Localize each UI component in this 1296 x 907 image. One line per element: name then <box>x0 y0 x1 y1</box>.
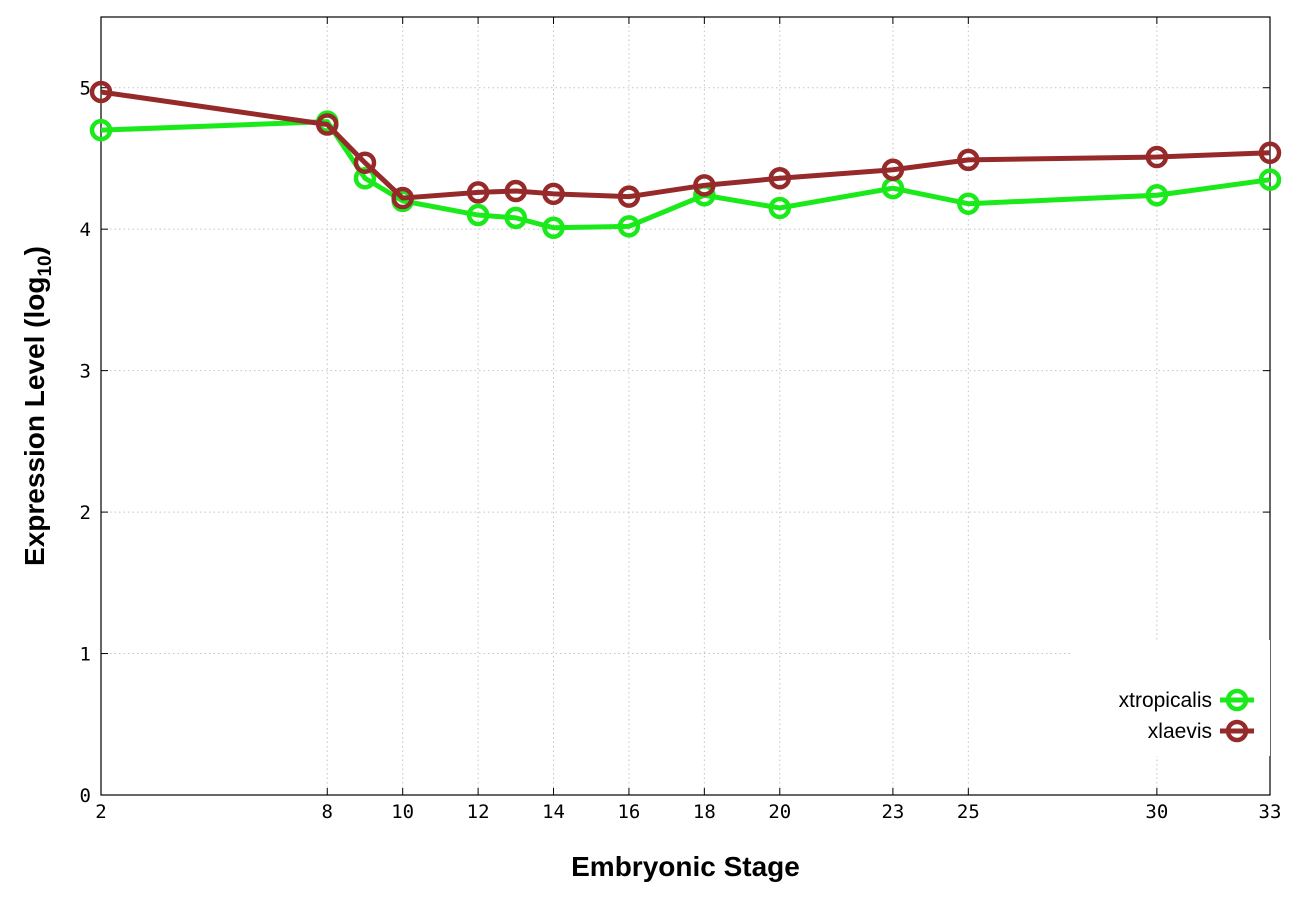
legend-marker-xtropicalis <box>1225 688 1249 712</box>
series-layer <box>89 80 1282 240</box>
data-point-xlaevis <box>391 186 414 210</box>
data-point-xlaevis <box>504 179 528 203</box>
y-tick-labels: 0 1 2 3 4 5 <box>80 78 91 807</box>
x-tick-label: 30 <box>1145 801 1168 823</box>
legend: xtropicalis xlaevis <box>1072 640 1270 756</box>
y-tick-label: 2 <box>80 502 91 524</box>
x-tick-label: 25 <box>957 801 980 823</box>
y-axis-title-main: Expression Level (log <box>19 277 50 566</box>
data-point-xlaevis <box>89 80 113 104</box>
x-tick-label: 18 <box>693 801 716 823</box>
x-tick-label: 20 <box>768 801 791 823</box>
x-tick-label: 12 <box>467 801 490 823</box>
y-tick-label: 1 <box>80 644 91 666</box>
series-line-xlaevis <box>100 89 1271 201</box>
y-tick-label: 5 <box>80 78 91 100</box>
x-tick-label: 23 <box>881 801 904 823</box>
data-point-xtropicalis <box>542 216 565 240</box>
x-axis-title: Embryonic Stage <box>571 851 800 882</box>
data-point-xtropicalis <box>1258 168 1282 191</box>
data-point-xlaevis <box>466 181 490 204</box>
y-tick-label: 4 <box>80 219 91 241</box>
x-tick-label: 14 <box>542 801 565 823</box>
legend-label-xtropicalis: xtropicalis <box>1119 689 1212 712</box>
series-xtropicalis <box>89 110 1282 240</box>
x-tick-label: 2 <box>95 801 106 823</box>
data-point-xtropicalis <box>617 215 641 238</box>
data-point-xtropicalis <box>1145 183 1169 207</box>
data-point-xlaevis <box>1145 145 1169 169</box>
data-point-xlaevis <box>693 174 716 197</box>
axis-ticks <box>100 17 1271 796</box>
y-tick-label: 3 <box>80 361 91 383</box>
data-point-xlaevis <box>316 113 339 136</box>
data-point-xtropicalis <box>89 118 113 142</box>
data-point-xlaevis <box>768 167 792 190</box>
y-axis-title: Expression Level (log10) <box>19 246 56 566</box>
data-point-xtropicalis <box>353 167 377 190</box>
x-tick-labels: 2 8 10 12 14 16 18 20 23 25 30 33 <box>95 801 1281 823</box>
legend-label-xlaevis: xlaevis <box>1148 720 1212 743</box>
data-point-xtropicalis <box>466 203 490 227</box>
series-xlaevis <box>89 80 1282 210</box>
data-point-xlaevis <box>881 158 905 182</box>
data-point-xtropicalis <box>504 206 528 230</box>
x-tick-label: 33 <box>1259 801 1282 823</box>
data-point-xlaevis <box>957 148 980 172</box>
plot-frame <box>100 16 1271 796</box>
data-point-xtropicalis <box>957 192 980 215</box>
y-axis-title-subscript: 10 <box>35 255 56 276</box>
data-point-xlaevis <box>353 151 377 174</box>
x-tick-label: 10 <box>391 801 414 823</box>
legend-marker-xlaevis <box>1225 719 1249 743</box>
data-point-xlaevis <box>1258 141 1282 165</box>
y-axis-title-close: ) <box>19 246 50 255</box>
x-tick-label: 16 <box>617 801 640 823</box>
y-tick-label: 0 <box>80 785 91 807</box>
data-point-xlaevis <box>617 185 641 208</box>
data-point-xtropicalis <box>768 196 792 220</box>
series-line-xtropicalis <box>100 119 1271 231</box>
data-point-xlaevis <box>542 182 565 206</box>
x-tick-label: 8 <box>322 801 333 823</box>
